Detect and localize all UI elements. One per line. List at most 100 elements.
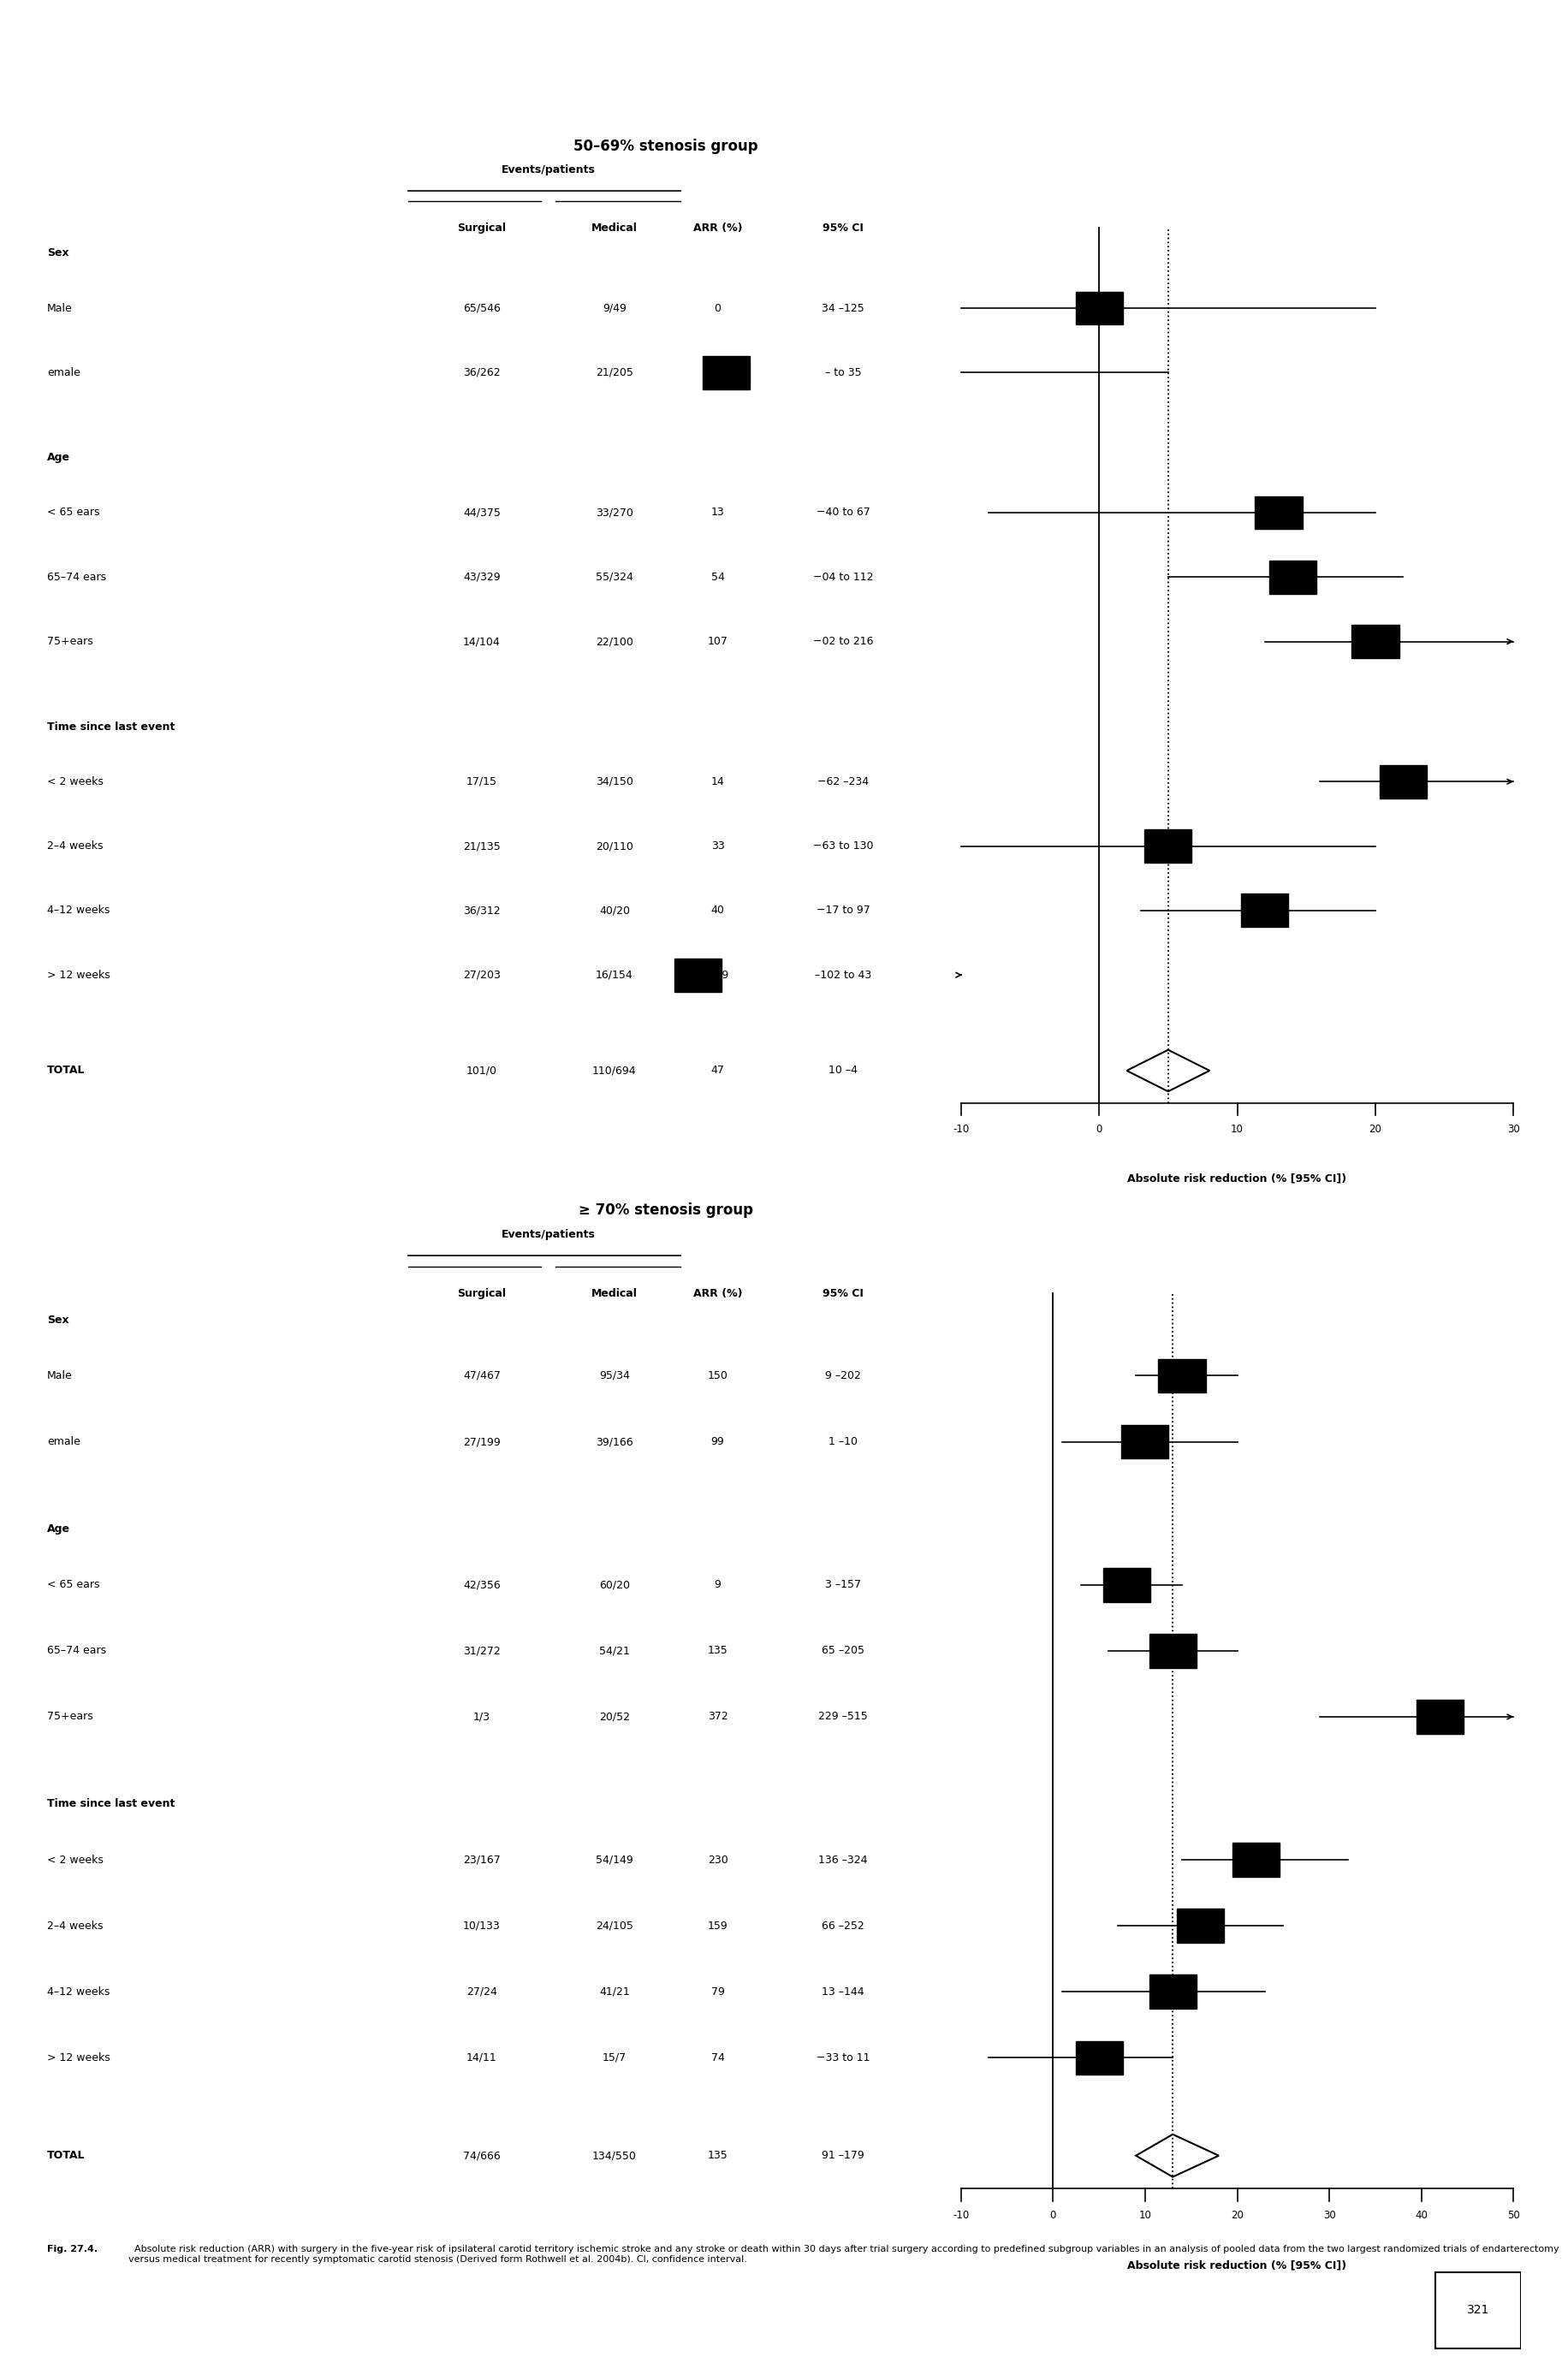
Text: 40: 40	[710, 905, 724, 917]
Text: 54: 54	[710, 572, 724, 584]
Bar	[1145, 829, 1192, 862]
Text: –102 to 43: –102 to 43	[815, 969, 872, 981]
Text: 34/150: 34/150	[596, 775, 633, 787]
Text: 20: 20	[1369, 1125, 1381, 1134]
Text: 20: 20	[1231, 2209, 1243, 2221]
Text: 229 –515: 229 –515	[818, 1711, 867, 1723]
Text: 47: 47	[710, 1066, 724, 1075]
Text: 17/15: 17/15	[466, 775, 497, 787]
Text: 95% CI: 95% CI	[823, 1288, 864, 1300]
Text: < 2 weeks: < 2 weeks	[47, 1855, 103, 1864]
Bar	[1149, 1975, 1196, 2009]
Text: 40: 40	[1414, 2209, 1428, 2221]
Text: Surgical: Surgical	[458, 222, 506, 234]
Text: 41/21: 41/21	[599, 1987, 630, 1997]
Text: TOTAL: TOTAL	[47, 2150, 85, 2162]
Text: 2–4 weeks: 2–4 weeks	[47, 1921, 103, 1931]
Text: 33/270: 33/270	[596, 508, 633, 517]
Text: Sex: Sex	[47, 248, 69, 260]
FancyBboxPatch shape	[1436, 2273, 1521, 2349]
Text: 66 –252: 66 –252	[822, 1921, 864, 1931]
Text: 14/11: 14/11	[467, 2051, 497, 2063]
Text: emale: emale	[47, 366, 80, 378]
Text: Medical: Medical	[591, 1288, 638, 1300]
Text: 14: 14	[710, 775, 724, 787]
Text: 95% CI: 95% CI	[823, 222, 864, 234]
Text: 107: 107	[707, 636, 728, 647]
Text: TOTAL: TOTAL	[47, 1066, 85, 1075]
Bar	[1159, 1359, 1206, 1392]
Text: -10: -10	[953, 1125, 969, 1134]
Text: −29: −29	[707, 969, 729, 981]
Text: 22/100: 22/100	[596, 636, 633, 647]
Text: Events/patients: Events/patients	[502, 1229, 596, 1241]
Text: Absolute risk reduction (% [95% CI]): Absolute risk reduction (% [95% CI])	[1127, 2259, 1347, 2271]
Text: Events/patients: Events/patients	[502, 163, 596, 175]
Text: 9 –202: 9 –202	[825, 1371, 861, 1382]
Text: 54/21: 54/21	[599, 1645, 630, 1656]
Text: -10: -10	[953, 2209, 969, 2221]
Text: 74: 74	[710, 2051, 724, 2063]
Text: 27/203: 27/203	[463, 969, 500, 981]
Text: 230: 230	[707, 1855, 728, 1864]
Text: 43/329: 43/329	[463, 572, 500, 584]
Text: 136 –324: 136 –324	[818, 1855, 867, 1864]
Text: 40/20: 40/20	[599, 905, 630, 917]
Text: −62 –234: −62 –234	[817, 775, 869, 787]
Bar	[1242, 893, 1289, 926]
Text: 13 –144: 13 –144	[822, 1987, 864, 1997]
Text: 31/272: 31/272	[463, 1645, 500, 1656]
Text: – to 35: – to 35	[825, 366, 861, 378]
Text: 0: 0	[1096, 1125, 1102, 1134]
Text: 10: 10	[1231, 1125, 1243, 1134]
Bar	[1104, 1569, 1151, 1602]
Text: 79: 79	[710, 1987, 724, 1997]
Text: 14/104: 14/104	[463, 636, 500, 647]
Text: Absolute risk reduction (ARR) with surgery in the five-year risk of ipsilateral : Absolute risk reduction (ARR) with surge…	[129, 2245, 1559, 2264]
Text: 65/546: 65/546	[463, 302, 500, 314]
Text: 27/24: 27/24	[467, 1987, 497, 1997]
Text: 4–12 weeks: 4–12 weeks	[47, 905, 110, 917]
Text: 10/133: 10/133	[463, 1921, 500, 1931]
Text: Time since last event: Time since last event	[47, 721, 176, 733]
Text: 50–69% stenosis group: 50–69% stenosis group	[574, 139, 759, 154]
Text: Age: Age	[47, 1524, 71, 1534]
Text: 24/105: 24/105	[596, 1921, 633, 1931]
Bar	[1149, 1633, 1196, 1668]
Bar	[1076, 2042, 1123, 2075]
Text: Fig. 27.4.: Fig. 27.4.	[47, 2245, 97, 2254]
Text: > 12 weeks: > 12 weeks	[47, 969, 110, 981]
Text: 159: 159	[707, 1921, 728, 1931]
Text: Surgical: Surgical	[458, 1288, 506, 1300]
Text: ARR (%): ARR (%)	[693, 222, 742, 234]
Text: 20/110: 20/110	[596, 841, 633, 851]
Text: ARR (%): ARR (%)	[693, 1288, 742, 1300]
Text: 36/262: 36/262	[463, 366, 500, 378]
Text: 9/49: 9/49	[602, 302, 627, 314]
Text: 50: 50	[1507, 2209, 1519, 2221]
Text: 65 –205: 65 –205	[822, 1645, 864, 1656]
Text: 10 –4: 10 –4	[828, 1066, 858, 1075]
Text: 21/135: 21/135	[463, 841, 500, 851]
Bar	[1269, 560, 1316, 593]
Text: 75+ears: 75+ears	[47, 1711, 93, 1723]
Text: 65–74 ears: 65–74 ears	[47, 1645, 107, 1656]
Text: 44/375: 44/375	[463, 508, 500, 517]
Text: emale: emale	[47, 1437, 80, 1446]
Text: < 65 ears: < 65 ears	[47, 508, 100, 517]
Text: −04 to 112: −04 to 112	[812, 572, 873, 584]
Bar	[1178, 1909, 1225, 1942]
Bar	[674, 959, 721, 992]
Text: −63 to 130: −63 to 130	[812, 841, 873, 851]
Text: 39/166: 39/166	[596, 1437, 633, 1446]
Text: 65–74 ears: 65–74 ears	[47, 572, 107, 584]
Text: > 12 weeks: > 12 weeks	[47, 2051, 110, 2063]
Text: 36/312: 36/312	[463, 905, 500, 917]
Text: 372: 372	[707, 1711, 728, 1723]
Text: 10: 10	[1138, 2209, 1151, 2221]
Text: Medical: Medical	[591, 222, 638, 234]
Text: Time since last event: Time since last event	[47, 1798, 176, 1810]
Text: < 2 weeks: < 2 weeks	[47, 775, 103, 787]
Text: 13: 13	[710, 508, 724, 517]
Bar	[1121, 1425, 1168, 1458]
